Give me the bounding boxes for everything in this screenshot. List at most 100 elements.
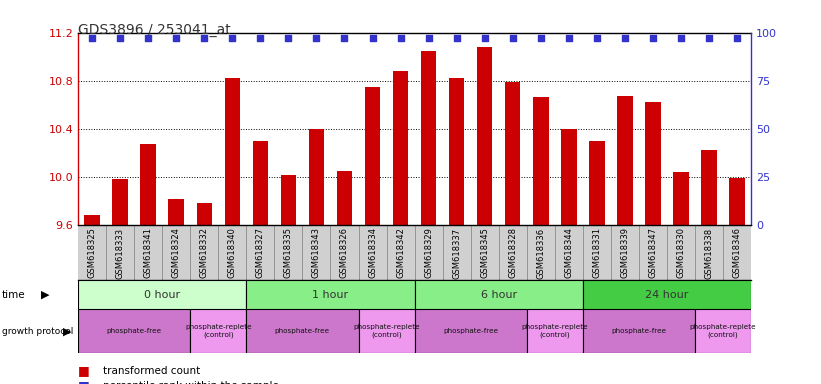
Text: 24 hour: 24 hour [645,290,689,300]
Bar [583,280,751,309]
Bar [140,144,156,225]
Bar [246,309,359,353]
Point [226,35,239,41]
Text: GSM618329: GSM618329 [424,227,433,278]
Text: phosphate-replete
(control): phosphate-replete (control) [353,324,420,338]
Bar [617,96,633,225]
Text: phosphate-replete
(control): phosphate-replete (control) [185,324,251,338]
Text: 1 hour: 1 hour [312,290,349,300]
Bar [253,141,268,225]
Point [618,35,631,41]
Text: transformed count: transformed count [103,366,200,376]
Point [590,35,603,41]
Point [675,35,688,41]
Point [703,35,716,41]
Bar [168,199,184,225]
Bar [337,170,352,225]
Point [141,35,154,41]
Point [198,35,211,41]
Text: growth protocol: growth protocol [2,327,73,336]
Point [170,35,183,41]
Text: GSM618324: GSM618324 [172,227,181,278]
Bar [562,129,576,225]
Text: GSM618333: GSM618333 [116,227,125,278]
Bar [78,309,190,353]
Bar [527,309,583,353]
Text: phosphate-free: phosphate-free [443,328,498,334]
Bar [730,178,745,225]
Text: GSM618346: GSM618346 [732,227,741,278]
Bar [695,309,751,353]
Point [450,35,463,41]
Text: GSM618331: GSM618331 [593,227,602,278]
Bar [281,175,296,225]
Bar [505,82,521,225]
Bar [415,309,527,353]
Text: phosphate-free: phosphate-free [107,328,162,334]
Bar [533,98,548,225]
Point [85,35,99,41]
Text: GSM618334: GSM618334 [368,227,377,278]
Point [366,35,379,41]
Bar [589,141,604,225]
Bar [359,309,415,353]
Point [534,35,548,41]
Text: GSM618327: GSM618327 [256,227,265,278]
Bar [112,179,128,225]
Point [478,35,491,41]
Bar [78,280,246,309]
Point [113,35,126,41]
Point [282,35,295,41]
Bar [246,280,415,309]
Point [562,35,576,41]
Text: percentile rank within the sample: percentile rank within the sample [103,381,278,384]
Text: ■: ■ [78,364,89,377]
Bar [421,51,436,225]
Bar [196,203,212,225]
Text: ▶: ▶ [63,326,71,336]
Bar [365,87,380,225]
Text: GSM618347: GSM618347 [649,227,658,278]
Bar [583,309,695,353]
Point [310,35,323,41]
Text: 0 hour: 0 hour [144,290,181,300]
Point [338,35,351,41]
Text: GSM618343: GSM618343 [312,227,321,278]
Text: GSM618345: GSM618345 [480,227,489,278]
Point [507,35,520,41]
Text: GDS3896 / 253041_at: GDS3896 / 253041_at [78,23,231,37]
Text: GSM618344: GSM618344 [564,227,573,278]
Bar [85,215,99,225]
Point [422,35,435,41]
Bar [701,150,717,225]
Text: phosphate-replete
(control): phosphate-replete (control) [690,324,756,338]
Text: GSM618342: GSM618342 [396,227,405,278]
Point [646,35,659,41]
Text: phosphate-replete
(control): phosphate-replete (control) [521,324,588,338]
Text: GSM618332: GSM618332 [200,227,209,278]
Text: GSM618326: GSM618326 [340,227,349,278]
Bar [449,78,465,225]
Text: ▶: ▶ [41,290,49,300]
Text: GSM618330: GSM618330 [677,227,686,278]
Text: time: time [2,290,25,300]
Bar [477,47,493,225]
Text: GSM618337: GSM618337 [452,227,461,278]
Text: GSM618328: GSM618328 [508,227,517,278]
Text: GSM618339: GSM618339 [621,227,630,278]
Bar [225,78,240,225]
Text: ■: ■ [78,379,89,384]
Bar [309,129,324,225]
Text: GSM618325: GSM618325 [88,227,97,278]
Text: GSM618338: GSM618338 [704,227,713,278]
Bar [645,102,661,225]
Text: GSM618341: GSM618341 [144,227,153,278]
Text: phosphate-free: phosphate-free [612,328,667,334]
Bar [393,71,408,225]
Bar [415,280,583,309]
Text: phosphate-free: phosphate-free [275,328,330,334]
Bar [673,172,689,225]
Text: GSM618340: GSM618340 [227,227,236,278]
Point [254,35,267,41]
Text: GSM618336: GSM618336 [536,227,545,278]
